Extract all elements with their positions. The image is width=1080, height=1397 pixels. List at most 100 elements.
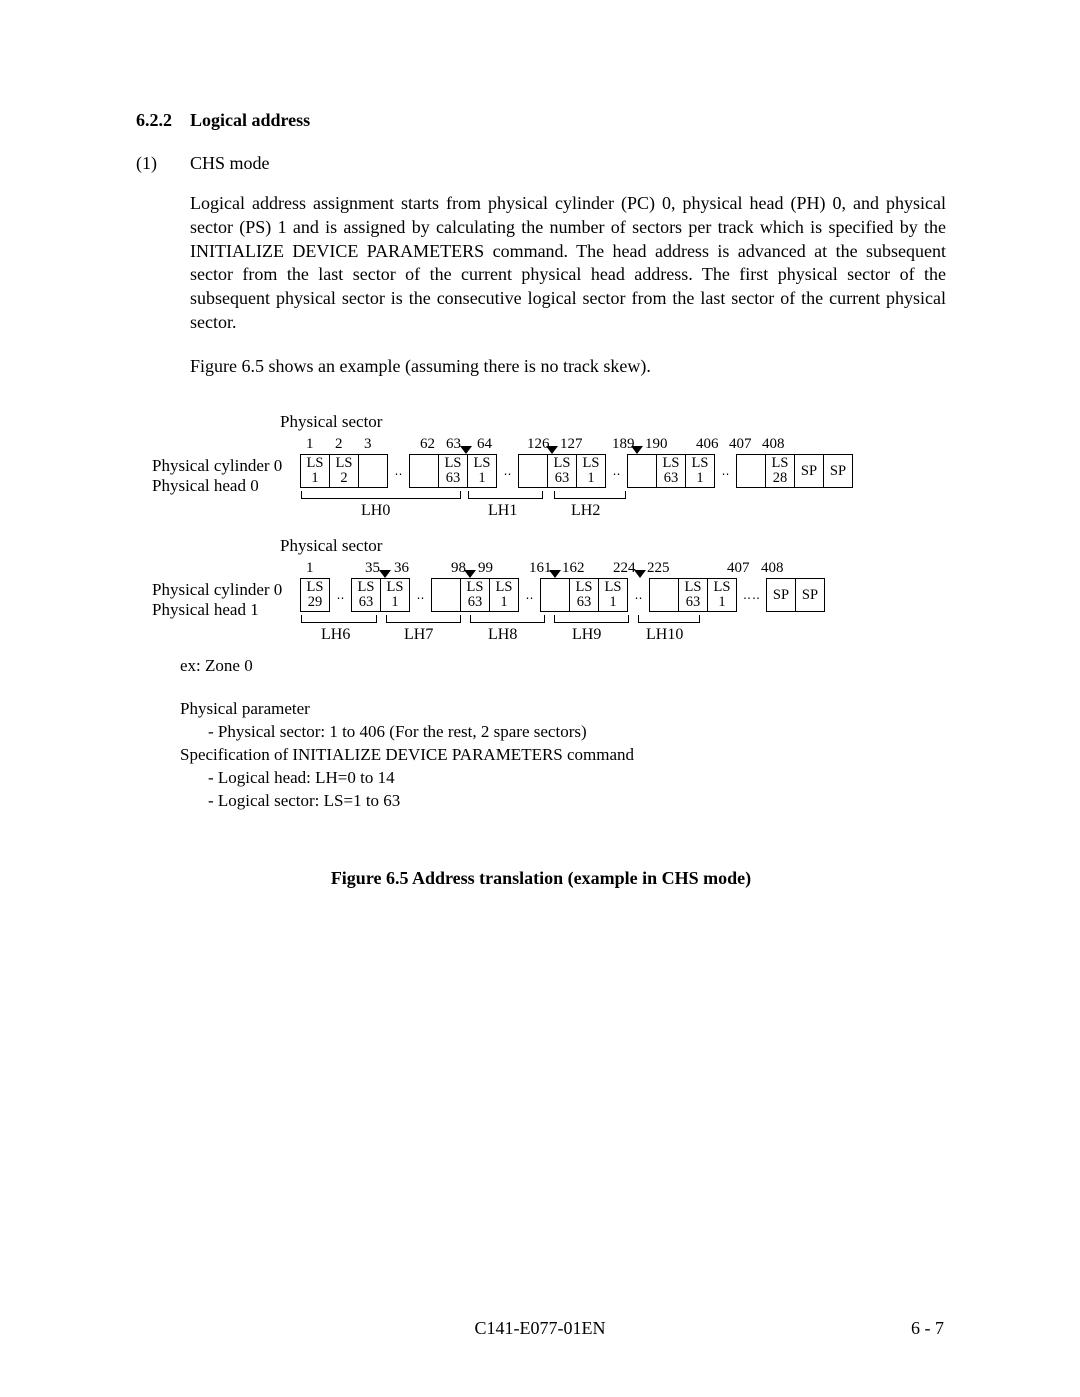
ex-label: ex: Zone 0	[180, 656, 253, 676]
note-line: Specification of INITIALIZE DEVICE PARAM…	[180, 744, 880, 767]
r0-top: 407	[729, 436, 752, 453]
note-line: - Logical sector: LS=1 to 63	[208, 790, 880, 813]
brace	[468, 491, 543, 499]
r1-top: 408	[761, 560, 784, 577]
cell	[649, 578, 679, 612]
cell	[431, 578, 461, 612]
cell: SP	[823, 454, 853, 488]
cell: LS63	[678, 578, 708, 612]
r0-top: 190	[645, 436, 668, 453]
cell: LS63	[460, 578, 490, 612]
tri-icon	[631, 446, 643, 454]
cell: LS1	[300, 454, 330, 488]
tri-icon	[634, 570, 646, 578]
gap: ‥	[519, 578, 541, 612]
section-number: 6.2.2	[136, 110, 190, 131]
brace	[470, 615, 545, 623]
gap: ‥	[497, 454, 519, 488]
cell	[736, 454, 766, 488]
r0-top: 408	[762, 436, 785, 453]
subitem-text: CHS mode	[190, 153, 270, 174]
diagram: Physical sector Physical cylinder 0 Phys…	[136, 412, 946, 832]
r1-top: 162	[562, 560, 585, 577]
cell: LS1	[685, 454, 715, 488]
lh-label: LH0	[361, 502, 390, 520]
r1-cells: LS29 ‥ LS63 LS1 ‥ LS63 LS1 ‥ LS63 LS1 ‥ …	[300, 578, 825, 612]
r0-top: 3	[364, 436, 372, 453]
cell: LS1	[576, 454, 606, 488]
gap: ‥	[388, 454, 410, 488]
cell: LS63	[569, 578, 599, 612]
lh-label: LH10	[646, 626, 683, 644]
cell: LS63	[656, 454, 686, 488]
subitem-number: (1)	[136, 153, 190, 174]
cell: LS28	[765, 454, 795, 488]
subitem-row: (1) CHS mode	[136, 153, 946, 174]
cell: LS1	[707, 578, 737, 612]
figure-caption: Figure 6.5 Address translation (example …	[136, 868, 946, 889]
tri-icon	[460, 446, 472, 454]
cell: LS1	[467, 454, 497, 488]
cell: LS1	[489, 578, 519, 612]
note-line: - Physical sector: 1 to 406 (For the res…	[208, 721, 880, 744]
pc-label-1: Physical cylinder 0	[152, 580, 282, 600]
cell	[358, 454, 388, 488]
note-line: Physical parameter	[180, 698, 880, 721]
r0-top: 406	[696, 436, 719, 453]
gap: ‥	[606, 454, 628, 488]
ph-label-1: Physical head 1	[152, 600, 259, 620]
brace	[554, 615, 629, 623]
r1-top: 99	[478, 560, 493, 577]
cell: SP	[766, 578, 796, 612]
cell: LS63	[351, 578, 381, 612]
r1-top: 225	[647, 560, 670, 577]
tri-icon	[546, 446, 558, 454]
page-content: 6.2.2 Logical address (1) CHS mode Logic…	[136, 110, 946, 889]
cell: LS1	[598, 578, 628, 612]
gap: ‥	[410, 578, 432, 612]
r1-top: 36	[394, 560, 409, 577]
cell	[409, 454, 439, 488]
paragraph-2: Figure 6.5 shows an example (assuming th…	[190, 355, 946, 379]
lh-label: LH7	[404, 626, 433, 644]
ps-label-1: Physical sector	[280, 536, 382, 556]
cell: LS2	[329, 454, 359, 488]
lh-label: LH8	[488, 626, 517, 644]
r1-top: 407	[727, 560, 750, 577]
cell: LS63	[438, 454, 468, 488]
brace	[301, 491, 461, 499]
brace	[554, 491, 626, 499]
r0-top: 64	[477, 436, 492, 453]
gap: ‥	[715, 454, 737, 488]
brace	[638, 615, 700, 623]
section-heading: 6.2.2 Logical address	[136, 110, 946, 131]
gap: ‥	[628, 578, 650, 612]
r0-top: 1	[306, 436, 314, 453]
cell	[540, 578, 570, 612]
r1-top: 1	[306, 560, 314, 577]
r0-top: 2	[335, 436, 343, 453]
ps-label-0: Physical sector	[280, 412, 382, 432]
ph-label-0: Physical head 0	[152, 476, 259, 496]
gap: ‥‥	[737, 578, 767, 612]
lh-label: LH2	[571, 502, 600, 520]
footer-page-num: 6 - 7	[911, 1318, 944, 1339]
tri-icon	[464, 570, 476, 578]
lh-label: LH1	[488, 502, 517, 520]
lh-label: LH9	[572, 626, 601, 644]
cell: SP	[794, 454, 824, 488]
r0-top: 127	[560, 436, 583, 453]
r1-top: 224	[613, 560, 636, 577]
pc-label-0: Physical cylinder 0	[152, 456, 282, 476]
note-line: - Logical head: LH=0 to 14	[208, 767, 880, 790]
r0-top: 62	[420, 436, 435, 453]
section-title: Logical address	[190, 110, 310, 131]
gap: ‥	[330, 578, 352, 612]
cell	[627, 454, 657, 488]
cell	[518, 454, 548, 488]
notes-block: Physical parameter - Physical sector: 1 …	[180, 698, 880, 813]
brace	[386, 615, 461, 623]
cell: LS1	[380, 578, 410, 612]
brace	[301, 615, 377, 623]
cell: LS29	[300, 578, 330, 612]
